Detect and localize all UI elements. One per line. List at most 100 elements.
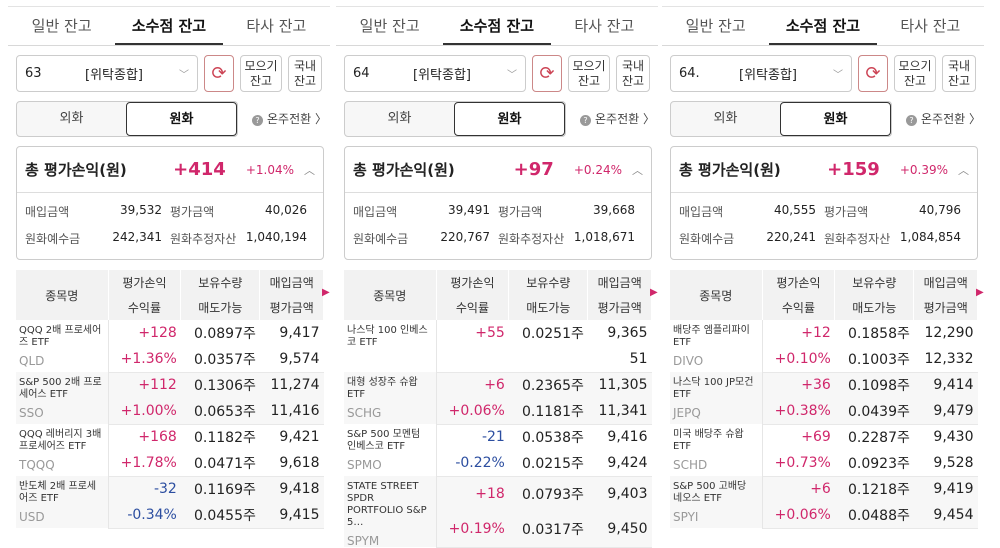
account-select[interactable]: 64. [위탁종합] ﹀ (670, 55, 852, 92)
table-row[interactable]: QQQ 2배 프로세어즈 ETF QLD +128 0.0897주 9,417 (16, 320, 324, 372)
table-row-sub[interactable]: +0.10% 0.1003주 12,332 (670, 346, 978, 373)
refresh-button[interactable]: ⟳ (204, 55, 234, 92)
collect-balance-button[interactable]: 모으기 잔고 (894, 55, 936, 92)
table-row[interactable]: 반도체 2배 프로세어즈 ETF USD -32 0.1169주 9,418 (16, 476, 324, 528)
stock-name-cell[interactable]: S&P 500 2배 프로세어스 ETF SSO (16, 372, 109, 424)
stock-name-cell[interactable]: 반도체 2배 프로세어즈 ETF USD (16, 476, 109, 528)
stock-name-cell[interactable]: S&P 500 모멘텀 인베스코 ETF SPMO (344, 424, 437, 476)
chevron-up-icon[interactable]: ︿ (958, 163, 969, 177)
table-row-sub[interactable]: +1.36% 0.0357주 9,574 (16, 346, 324, 373)
table-row-sub[interactable]: +0.06% 0.1181주 11,341 (344, 398, 652, 425)
scroll-right-icon[interactable]: ▶ (322, 287, 330, 298)
table-row-sub[interactable]: +0.06% 0.0488주 9,454 (670, 502, 978, 529)
domestic-balance-button[interactable]: 국내 잔고 (942, 55, 976, 92)
account-select[interactable]: 63 [위탁종합] ﹀ (16, 55, 198, 92)
total-pl: +159 (827, 159, 880, 180)
table-row[interactable]: S&P 500 2배 프로세어스 ETF SSO +112 0.1306주 11,… (16, 372, 324, 424)
stock-name-cell[interactable]: 배당주 엠플리파이 ETF DIVO (670, 320, 763, 372)
table-row[interactable]: 미국 배당주 슈왑 ETF SCHD +69 0.2287주 9,430 (670, 424, 978, 476)
col-rate[interactable]: 수익률 (762, 295, 836, 320)
table-row-sub[interactable]: +1.00% 0.0653주 11,416 (16, 398, 324, 425)
table-row-sub[interactable]: +0.73% 0.0923주 9,528 (670, 450, 978, 477)
tab-bar: 일반 잔고 소수점 잔고 타사 잔고 (662, 6, 984, 46)
stock-name-cell[interactable]: 대형 성장주 슈왑 ETF SCHG (344, 372, 437, 424)
collect-balance-button[interactable]: 모으기 잔고 (568, 55, 610, 92)
table-row-sub[interactable]: -0.22% 0.0215주 9,424 (344, 450, 652, 477)
domestic-balance-button[interactable]: 국내 잔고 (616, 55, 650, 92)
table-row-sub[interactable]: +1.78% 0.0471주 9,618 (16, 450, 324, 477)
table-row[interactable]: 대형 성장주 슈왑 ETF SCHG +6 0.2365주 11,305 (344, 372, 652, 424)
table-row[interactable]: S&P 500 모멘텀 인베스코 ETF SPMO -21 0.0538주 9,4… (344, 424, 652, 476)
tab-other[interactable]: 타사 잔고 (246, 17, 307, 35)
table-row[interactable]: 나스닥 100 인베스코 ETF +55 0.0251주 9,365 (344, 320, 652, 372)
col-qty[interactable]: 보유수량 (834, 270, 915, 295)
col-qty[interactable]: 보유수량 (508, 270, 589, 295)
tab-fractional[interactable]: 소수점 잔고 (769, 7, 877, 45)
sellable-qty: 0.0923주 (834, 450, 914, 477)
stock-name-cell[interactable]: QQQ 레버리지 3배 프로세어즈 ETF TQQQ (16, 424, 109, 476)
table-row-sub[interactable]: -0.34% 0.0455주 9,415 (16, 502, 324, 529)
stock-name-cell[interactable]: 나스닥 100 인베스코 ETF (344, 320, 437, 372)
summary-header[interactable]: 총 평가손익(원) +159 +0.39% ︿ (671, 147, 977, 193)
table-row[interactable]: QQQ 레버리지 3배 프로세어즈 ETF TQQQ +168 0.1182주 9… (16, 424, 324, 476)
col-qty[interactable]: 보유수량 (180, 270, 261, 295)
onju-convert-link[interactable]: ? 온주전환 〉 (252, 110, 327, 127)
stock-name-cell[interactable]: 나스닥 100 JP모건 ETF JEPQ (670, 372, 763, 424)
col-name[interactable]: 종목명 (344, 270, 437, 320)
col-sell[interactable]: 매도가능 (180, 295, 261, 320)
krw-button[interactable]: 원화 (126, 102, 237, 136)
col-rate[interactable]: 수익률 (108, 295, 182, 320)
foreign-currency-button[interactable]: 외화 (59, 111, 84, 126)
onju-convert-link[interactable]: ? 온주전환 〉 (580, 110, 655, 127)
stock-name-cell[interactable]: S&P 500 고배당 네오스 ETF SPYI (670, 476, 763, 528)
tab-general[interactable]: 일반 잔고 (359, 17, 420, 35)
tab-fractional[interactable]: 소수점 잔고 (115, 7, 223, 45)
stock-name-cell[interactable]: QQQ 2배 프로세어즈 ETF QLD (16, 320, 109, 372)
summary-header[interactable]: 총 평가손익(원) +414 +1.04% ︿ (17, 147, 323, 193)
account-number: 64 (353, 66, 370, 81)
stock-name-cell[interactable]: 미국 배당주 슈왑 ETF SCHD (670, 424, 763, 476)
col-eval[interactable]: 평가금액 (913, 295, 978, 320)
table-row-sub[interactable]: +0.38% 0.0439주 9,479 (670, 398, 978, 425)
chevron-up-icon[interactable]: ︿ (304, 163, 315, 177)
foreign-currency-button[interactable]: 외화 (387, 111, 412, 126)
tab-general[interactable]: 일반 잔고 (685, 17, 746, 35)
col-buy[interactable]: 매입금액 (587, 270, 652, 295)
col-rate[interactable]: 수익률 (436, 295, 510, 320)
table-row[interactable]: S&P 500 고배당 네오스 ETF SPYI +6 0.1218주 9,419 (670, 476, 978, 528)
tab-fractional[interactable]: 소수점 잔고 (443, 7, 551, 45)
domestic-balance-button[interactable]: 국내 잔고 (288, 55, 322, 92)
col-pl[interactable]: 평가손익 (108, 270, 182, 295)
table-row[interactable]: 배당주 엠플리파이 ETF DIVO +12 0.1858주 12,290 (670, 320, 978, 372)
col-name[interactable]: 종목명 (670, 270, 763, 320)
col-sell[interactable]: 매도가능 (508, 295, 589, 320)
table-row-sub[interactable]: 51 (344, 346, 652, 373)
tab-general[interactable]: 일반 잔고 (31, 17, 92, 35)
table-row[interactable]: STATE STREET SPDR PORTFOLIO S&P 5… SPYM +… (344, 476, 652, 547)
scroll-right-icon[interactable]: ▶ (976, 287, 984, 298)
buy-amount: 9,416 (607, 429, 648, 446)
col-name[interactable]: 종목명 (16, 270, 109, 320)
collect-balance-button[interactable]: 모으기 잔고 (240, 55, 282, 92)
stock-name-cell[interactable]: STATE STREET SPDR PORTFOLIO S&P 5… SPYM (344, 476, 437, 547)
refresh-button[interactable]: ⟳ (532, 55, 562, 92)
col-eval[interactable]: 평가금액 (587, 295, 652, 320)
account-select[interactable]: 64 [위탁종합] ﹀ (344, 55, 526, 92)
table-row[interactable]: 나스닥 100 JP모건 ETF JEPQ +36 0.1098주 9,414 (670, 372, 978, 424)
col-buy[interactable]: 매입금액 (913, 270, 978, 295)
col-pl[interactable]: 평가손익 (762, 270, 836, 295)
col-sell[interactable]: 매도가능 (834, 295, 915, 320)
onju-convert-link[interactable]: ? 온주전환 〉 (906, 110, 981, 127)
refresh-button[interactable]: ⟳ (858, 55, 888, 92)
col-pl[interactable]: 평가손익 (436, 270, 510, 295)
foreign-currency-button[interactable]: 외화 (713, 111, 738, 126)
scroll-right-icon[interactable]: ▶ (650, 287, 658, 298)
krw-button[interactable]: 원화 (780, 102, 891, 136)
krw-button[interactable]: 원화 (454, 102, 565, 136)
tab-other[interactable]: 타사 잔고 (574, 17, 635, 35)
chevron-up-icon[interactable]: ︿ (632, 163, 643, 177)
tab-other[interactable]: 타사 잔고 (900, 17, 961, 35)
col-buy[interactable]: 매입금액 (259, 270, 324, 295)
col-eval[interactable]: 평가금액 (259, 295, 324, 320)
summary-header[interactable]: 총 평가손익(원) +97 +0.24% ︿ (345, 147, 651, 193)
